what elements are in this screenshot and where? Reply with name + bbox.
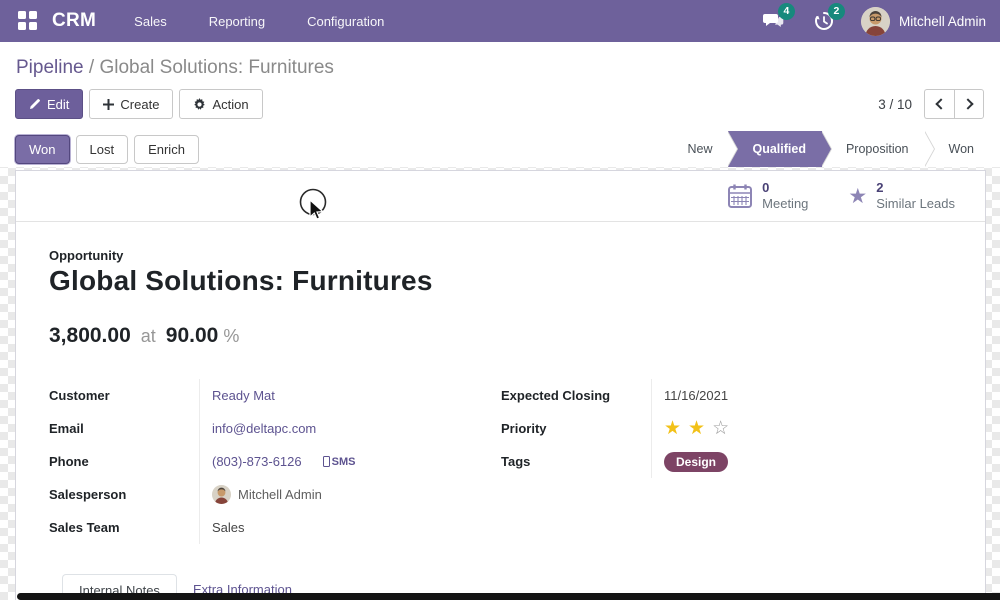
breadcrumb-separator: /	[88, 57, 95, 78]
form-sheet: 0 Meeting ★ 2 Similar Leads Opportunity …	[15, 170, 986, 600]
pager: 3 / 10	[878, 89, 984, 119]
menu-reporting[interactable]: Reporting	[208, 13, 266, 29]
expected-closing-value[interactable]: 11/16/2021	[664, 388, 729, 403]
chevron-right-icon	[961, 98, 974, 110]
apps-grid-icon[interactable]	[18, 11, 38, 31]
record-type-label: Opportunity	[49, 248, 124, 263]
activities-icon[interactable]: 2	[811, 3, 845, 32]
pager-next-button[interactable]	[954, 89, 984, 119]
mobile-phone-icon	[322, 456, 330, 467]
field-salesperson: Salesperson Mitchell Admin	[49, 478, 501, 511]
calendar-icon	[728, 184, 753, 208]
salesperson-value[interactable]: Mitchell Admin	[238, 487, 322, 502]
field-tags: Tags Design	[501, 445, 955, 478]
statusbar: Won Lost Enrich New Qualified Propositio…	[0, 131, 1000, 167]
salesperson-label: Salesperson	[49, 487, 127, 502]
edit-label: Edit	[47, 96, 70, 112]
field-priority: Priority ★ ★ ☆	[501, 412, 955, 445]
opportunity-title: Global Solutions: Furnitures	[49, 265, 433, 296]
meeting-count: 0	[762, 179, 770, 195]
tags-label: Tags	[501, 454, 531, 469]
top-navbar: CRM Sales Reporting Configuration 4 2	[0, 0, 1000, 42]
priority-star-empty-icon[interactable]: ☆	[712, 418, 730, 439]
stage-new[interactable]: New	[663, 131, 739, 167]
priority-star-filled-icon[interactable]: ★	[688, 418, 706, 439]
user-avatar	[860, 6, 890, 36]
expected-revenue-row: 3,800.00 at 90.00 %	[49, 324, 955, 348]
control-panel: Edit Create Action 3 / 10	[0, 83, 1000, 131]
meeting-stat-button[interactable]: 0 Meeting	[707, 171, 828, 221]
at-label: at	[140, 326, 156, 346]
enrich-button[interactable]: Enrich	[134, 134, 199, 164]
email-label: Email	[49, 421, 84, 436]
expected-revenue: 3,800.00	[49, 324, 131, 347]
stage-qualified[interactable]: Qualified	[728, 131, 833, 167]
breadcrumb-current: Global Solutions: Furnitures	[99, 57, 334, 78]
chevron-left-icon	[935, 98, 947, 110]
plus-icon	[103, 98, 115, 110]
percent-sign: %	[223, 326, 240, 346]
star-icon: ★	[848, 184, 868, 208]
customer-value[interactable]: Ready Mat	[212, 388, 275, 403]
similar-leads-label: Similar Leads	[876, 196, 955, 211]
stat-button-bar: 0 Meeting ★ 2 Similar Leads	[16, 171, 985, 222]
stage-pipeline: New Qualified Proposition Won	[663, 131, 1000, 167]
field-column-right: Expected Closing 11/16/2021 Priority ★ ★…	[501, 379, 955, 544]
won-button[interactable]: Won	[15, 134, 70, 164]
messages-badge: 4	[777, 3, 795, 20]
sales-team-value[interactable]: Sales	[212, 520, 245, 535]
sms-label: SMS	[331, 455, 356, 468]
create-button[interactable]: Create	[89, 89, 174, 119]
create-label: Create	[120, 96, 160, 112]
menu-configuration[interactable]: Configuration	[307, 13, 385, 29]
phone-label: Phone	[49, 454, 89, 469]
user-name: Mitchell Admin	[898, 13, 986, 29]
salesperson-avatar	[212, 485, 231, 504]
action-label: Action	[212, 96, 249, 112]
phone-value[interactable]: (803)-873-6126	[212, 454, 302, 469]
sms-button[interactable]: SMS	[322, 455, 356, 468]
messages-icon[interactable]: 4	[761, 3, 795, 32]
field-expected-closing: Expected Closing 11/16/2021	[501, 379, 955, 412]
field-customer: Customer Ready Mat	[49, 379, 501, 412]
priority-star-filled-icon[interactable]: ★	[664, 418, 682, 439]
pager-previous-button[interactable]	[924, 89, 954, 119]
meeting-label: Meeting	[762, 196, 809, 211]
field-sales-team: Sales Team Sales	[49, 511, 501, 544]
user-menu[interactable]: Mitchell Admin	[860, 6, 986, 36]
menu-sales[interactable]: Sales	[134, 13, 167, 29]
similar-leads-stat-button[interactable]: ★ 2 Similar Leads	[828, 171, 975, 221]
probability-value: 90.00	[165, 324, 219, 347]
breadcrumb-pipeline[interactable]: Pipeline	[16, 57, 84, 78]
customer-label: Customer	[49, 388, 110, 403]
priority-label: Priority	[501, 421, 547, 436]
expected-closing-label: Expected Closing	[501, 388, 611, 403]
activities-badge: 2	[827, 3, 845, 20]
edit-button[interactable]: Edit	[15, 89, 84, 119]
similar-leads-count: 2	[876, 179, 884, 195]
sales-team-label: Sales Team	[49, 520, 120, 535]
tag-design[interactable]: Design	[664, 451, 729, 472]
pager-count: 3 / 10	[878, 96, 912, 112]
pencil-icon	[30, 99, 40, 109]
stage-proposition[interactable]: Proposition	[821, 131, 935, 167]
gear-icon	[194, 97, 206, 110]
action-button[interactable]: Action	[179, 89, 263, 119]
field-phone: Phone (803)-873-6126 SMS	[49, 445, 501, 478]
bottom-progress-bar	[17, 593, 1000, 600]
chat-bubbles-icon	[762, 14, 784, 27]
email-value[interactable]: info@deltapc.com	[212, 421, 317, 436]
breadcrumb: Pipeline / Global Solutions: Furnitures	[0, 42, 1000, 83]
lost-button[interactable]: Lost	[75, 134, 129, 164]
stage-won[interactable]: Won	[924, 131, 1000, 167]
field-email: Email info@deltapc.com	[49, 412, 501, 445]
field-column-left: Customer Ready Mat Email info@deltapc.co…	[49, 379, 501, 544]
app-title[interactable]: CRM	[52, 10, 97, 31]
field-grid: Customer Ready Mat Email info@deltapc.co…	[49, 379, 955, 544]
